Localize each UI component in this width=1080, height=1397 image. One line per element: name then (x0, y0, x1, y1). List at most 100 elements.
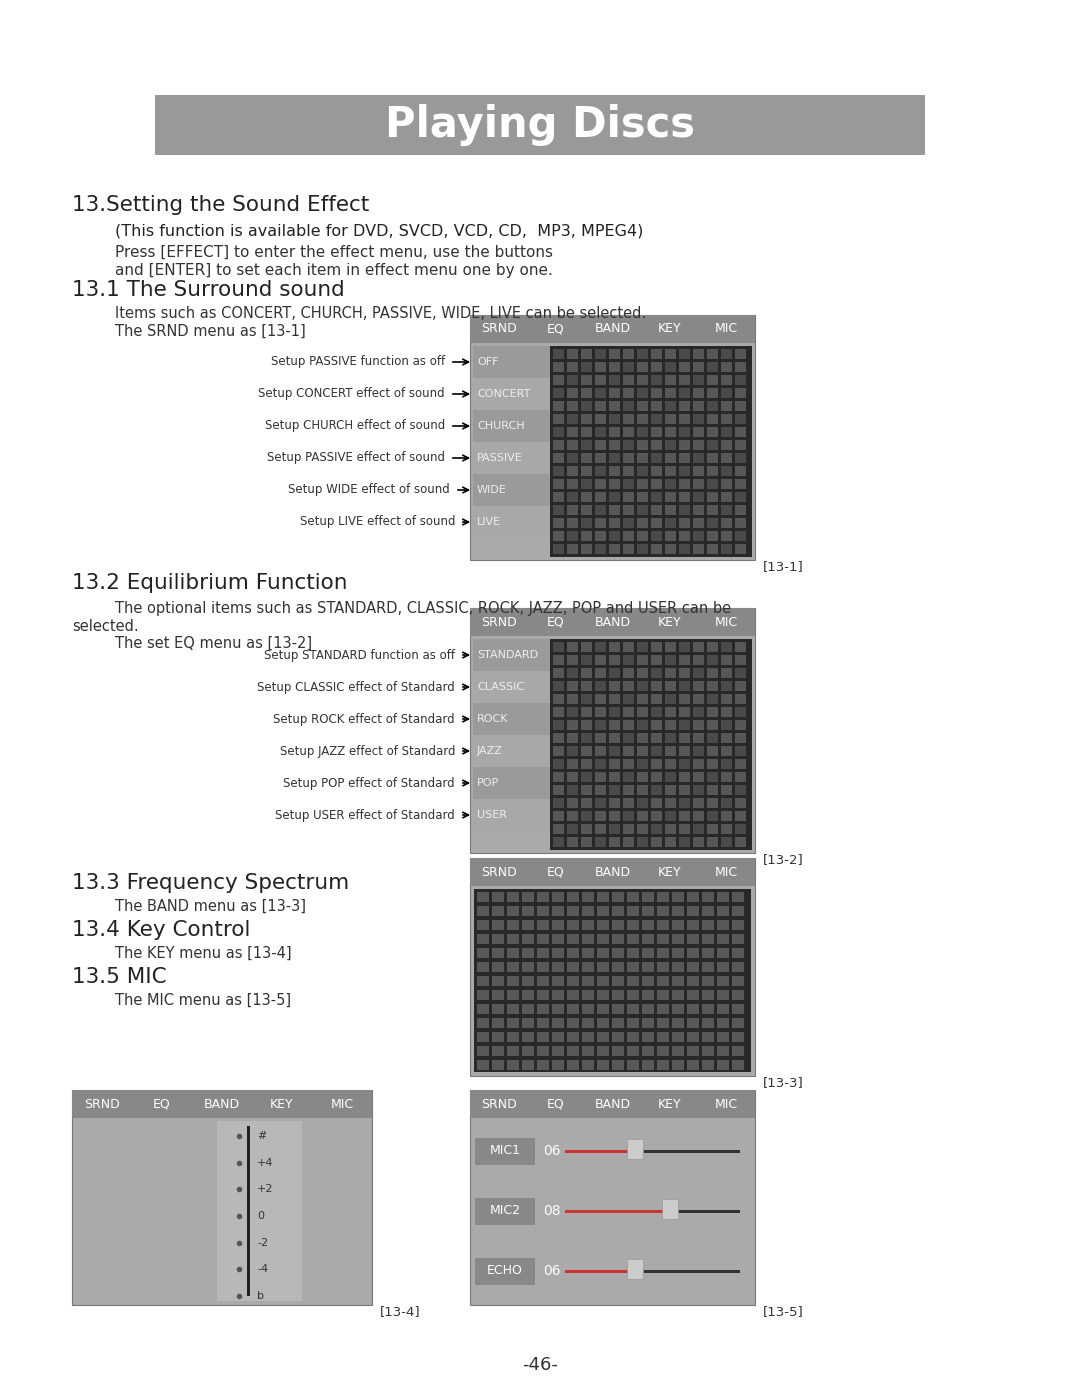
Bar (567, 759, 578, 768)
Bar (567, 1004, 579, 1014)
Bar (567, 746, 578, 756)
Bar (702, 1004, 714, 1014)
Bar (642, 949, 654, 958)
Bar (522, 1004, 534, 1014)
Bar (651, 837, 662, 847)
Bar (597, 921, 609, 930)
Bar (679, 707, 690, 717)
Bar (735, 824, 746, 834)
Bar (637, 719, 648, 731)
Bar (735, 694, 746, 704)
Bar (651, 440, 662, 450)
Bar (637, 492, 648, 502)
Bar (473, 767, 550, 799)
Bar (522, 990, 534, 1000)
Bar (552, 949, 564, 958)
Bar (567, 694, 578, 704)
Bar (492, 977, 504, 986)
Bar (665, 427, 676, 437)
Bar (721, 824, 732, 834)
Bar (492, 1018, 504, 1028)
Bar (687, 1032, 699, 1042)
Bar (567, 719, 578, 731)
Bar (72, 1090, 372, 1118)
Bar (550, 346, 752, 557)
Bar (567, 655, 578, 665)
Bar (627, 921, 639, 930)
Bar (665, 837, 676, 847)
Bar (679, 680, 690, 692)
Bar (642, 1032, 654, 1042)
Bar (721, 694, 732, 704)
Bar (707, 643, 718, 652)
Bar (553, 479, 564, 489)
Bar (637, 785, 648, 795)
Bar (707, 680, 718, 692)
Bar (717, 963, 729, 972)
Text: The BAND menu as [13-3]: The BAND menu as [13-3] (114, 900, 306, 914)
Text: 13.5 MIC: 13.5 MIC (72, 967, 166, 988)
Bar (612, 921, 624, 930)
Bar (582, 1046, 594, 1056)
Bar (567, 824, 578, 834)
Text: Items such as CONCERT, CHURCH, PASSIVE, WIDE, LIVE can be selected.: Items such as CONCERT, CHURCH, PASSIVE, … (114, 306, 646, 321)
Bar (553, 707, 564, 717)
Bar (687, 1018, 699, 1028)
Bar (522, 949, 534, 958)
Bar (537, 990, 549, 1000)
Bar (721, 798, 732, 807)
Bar (582, 977, 594, 986)
Bar (665, 680, 676, 692)
Bar (735, 668, 746, 678)
Bar (473, 441, 550, 474)
Text: MIC1: MIC1 (489, 1144, 521, 1158)
Bar (735, 427, 746, 437)
Bar (553, 518, 564, 528)
Bar (595, 479, 606, 489)
Bar (637, 401, 648, 411)
Bar (721, 427, 732, 437)
Bar (623, 518, 634, 528)
Bar (651, 733, 662, 743)
Bar (637, 746, 648, 756)
Bar (581, 543, 592, 555)
Bar (693, 362, 704, 372)
Bar (657, 935, 669, 944)
Bar (657, 893, 669, 902)
Bar (537, 921, 549, 930)
Bar (637, 668, 648, 678)
Bar (553, 349, 564, 359)
Bar (567, 504, 578, 515)
Bar (567, 837, 578, 847)
Bar (567, 374, 578, 386)
Bar (637, 707, 648, 717)
Bar (665, 349, 676, 359)
Bar (597, 990, 609, 1000)
Bar (693, 543, 704, 555)
Bar (693, 414, 704, 425)
Bar (492, 921, 504, 930)
Bar (612, 935, 624, 944)
Bar (732, 1018, 744, 1028)
Bar (595, 759, 606, 768)
Bar (679, 479, 690, 489)
Bar (735, 812, 746, 821)
Bar (693, 812, 704, 821)
Bar (672, 1018, 684, 1028)
Bar (477, 935, 489, 944)
Bar (735, 492, 746, 502)
Bar (475, 1199, 535, 1225)
Bar (567, 680, 578, 692)
Bar (597, 907, 609, 916)
Bar (637, 837, 648, 847)
Bar (693, 785, 704, 795)
Bar (651, 668, 662, 678)
Text: Press [EFFECT] to enter the effect menu, use the buttons: Press [EFFECT] to enter the effect menu,… (114, 244, 553, 260)
Bar (612, 1018, 624, 1028)
Text: SRND: SRND (481, 616, 516, 629)
Bar (553, 492, 564, 502)
Bar (637, 362, 648, 372)
Bar (595, 388, 606, 398)
Bar (623, 479, 634, 489)
Text: KEY: KEY (658, 616, 681, 629)
